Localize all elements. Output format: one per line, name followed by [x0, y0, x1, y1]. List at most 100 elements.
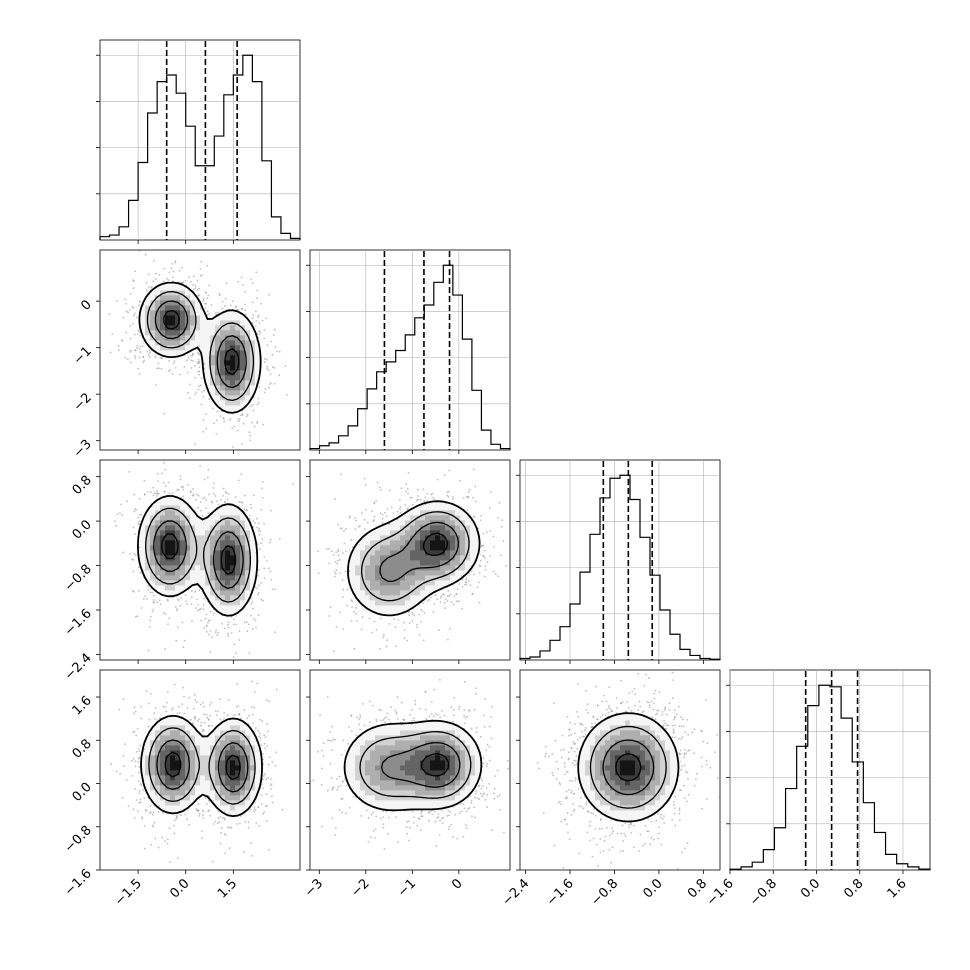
density-cell — [215, 600, 221, 606]
density-cell — [170, 580, 176, 586]
scatter-point — [257, 314, 260, 317]
scatter-point — [270, 509, 272, 512]
scatter-point — [265, 793, 268, 796]
density-cell — [225, 590, 231, 596]
density-cell — [160, 320, 166, 326]
density-cell — [215, 400, 221, 406]
density-cell — [180, 340, 186, 346]
scatter-point — [273, 382, 276, 385]
density-cell — [235, 560, 241, 566]
scatter-point — [183, 639, 186, 642]
density-cell — [250, 575, 256, 581]
density-cell — [170, 520, 176, 526]
density-cell — [195, 545, 201, 551]
scatter-point — [217, 311, 220, 314]
scatter-point — [117, 344, 120, 347]
density-cell — [190, 575, 196, 581]
density-cell — [190, 560, 196, 566]
scatter-point — [256, 297, 258, 299]
scatter-point — [198, 589, 201, 592]
density-cell — [230, 380, 236, 386]
density-cell — [205, 355, 211, 361]
scatter-point — [208, 313, 211, 315]
density-cell — [200, 310, 206, 316]
density-cell — [175, 525, 181, 531]
scatter-point — [185, 600, 187, 603]
scatter-point — [190, 367, 193, 369]
density-cell — [235, 575, 241, 581]
scatter-point — [270, 788, 273, 790]
density-cell — [160, 525, 166, 531]
density-cell — [180, 345, 186, 351]
scatter-point — [132, 808, 135, 811]
scatter-point — [250, 405, 253, 407]
density-cell — [225, 355, 231, 361]
density-cell — [145, 555, 151, 561]
density-cell — [170, 570, 176, 576]
density-cell — [165, 555, 171, 561]
scatter-point — [281, 808, 284, 811]
density-cell — [185, 330, 191, 336]
density-cell — [150, 315, 156, 321]
density-cell — [245, 370, 251, 376]
density-cell — [180, 510, 186, 516]
scatter-point — [192, 284, 195, 286]
scatter-point — [202, 298, 205, 301]
density-cell — [170, 530, 176, 536]
scatter-point — [224, 817, 226, 819]
density-cell — [170, 550, 176, 556]
density-cell — [220, 515, 226, 521]
scatter-point — [200, 403, 203, 406]
density-cell — [220, 510, 226, 516]
density-cell — [150, 550, 156, 556]
scatter-point — [168, 617, 171, 620]
scatter-point — [145, 289, 148, 292]
density-cell — [155, 295, 161, 301]
scatter-point — [152, 280, 155, 283]
scatter-point — [208, 284, 211, 287]
density-cell — [220, 365, 226, 371]
density-cell — [195, 310, 201, 316]
density-cell — [220, 395, 226, 401]
scatter-point — [119, 772, 122, 775]
scatter-point — [138, 347, 141, 350]
density-cell — [185, 295, 191, 301]
scatter-point — [260, 302, 262, 305]
scatter-point — [196, 279, 199, 282]
density-cell — [195, 515, 201, 521]
density-cell — [250, 345, 256, 351]
scatter-point — [259, 718, 261, 721]
scatter-point — [200, 308, 202, 310]
density-cell — [185, 515, 191, 521]
density-cell — [230, 360, 236, 366]
scatter-point — [227, 634, 230, 637]
scatter-point — [195, 808, 198, 810]
density-cell — [160, 530, 166, 536]
scatter-point — [158, 367, 160, 370]
density-cell — [165, 300, 171, 306]
density-cell — [230, 560, 236, 566]
scatter-point — [153, 821, 156, 824]
scatter-point — [263, 567, 266, 570]
density-cell — [220, 385, 226, 391]
density-cell — [205, 360, 211, 366]
density-cell — [200, 340, 206, 346]
scatter-point — [251, 713, 254, 716]
scatter-point — [213, 482, 215, 485]
density-cell — [160, 570, 166, 576]
density-cell — [185, 335, 191, 341]
scatter-point — [139, 351, 142, 354]
density-cell — [225, 610, 231, 616]
scatter-point — [147, 589, 150, 591]
density-cell — [205, 570, 211, 576]
scatter-point — [249, 614, 252, 617]
scatter-point — [162, 481, 165, 484]
density-cell — [170, 575, 176, 581]
density-cell — [210, 580, 216, 586]
scatter-point — [183, 712, 186, 715]
scatter-point — [262, 497, 264, 499]
density-cell — [225, 565, 231, 571]
scatter-point — [134, 554, 137, 557]
scatter-point — [192, 488, 194, 490]
density-cell — [220, 375, 226, 381]
